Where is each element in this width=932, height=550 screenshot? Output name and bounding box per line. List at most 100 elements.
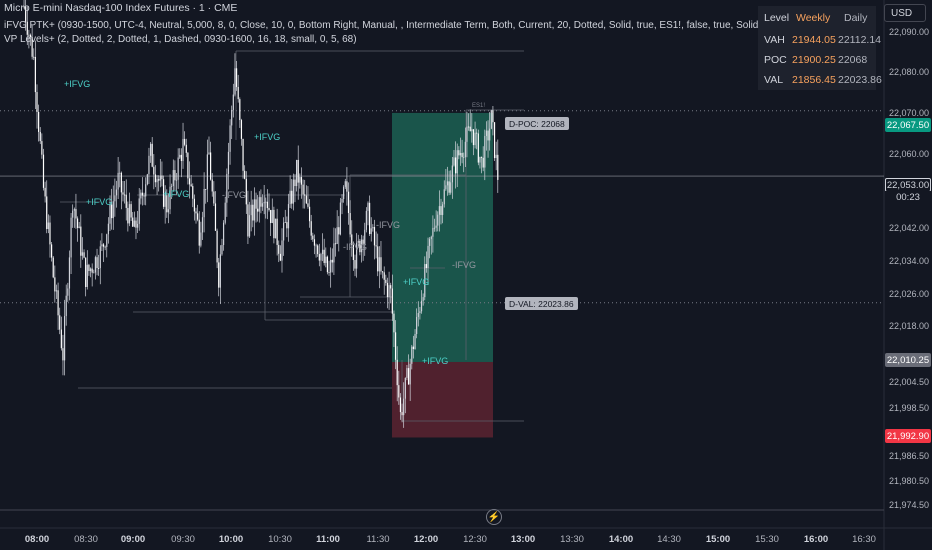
candle-body [411, 346, 413, 364]
y-tick-label: 22,042.00 [889, 223, 930, 233]
candle-body [432, 227, 434, 237]
candle-body [330, 259, 332, 273]
candle-body [195, 211, 197, 214]
candle-body [313, 239, 316, 246]
candle-body [75, 209, 77, 219]
candle-body [338, 227, 340, 235]
candle-body [167, 209, 170, 213]
x-tick-label: 09:30 [171, 534, 195, 545]
x-tick-label: 12:00 [413, 534, 439, 545]
indicator-vp-legend[interactable]: VP Levels+ (2, Dotted, 2, Dotted, 1, Das… [4, 34, 357, 45]
x-tick-label: 11:00 [316, 534, 340, 545]
candle-body [442, 204, 444, 215]
symbol-title[interactable]: Micro E-mini Nasdaq-100 Index Futures · … [4, 2, 238, 14]
ifvg-bear-label: -IFVG [343, 242, 367, 252]
candle-body [386, 282, 389, 298]
candle-body [312, 235, 314, 240]
x-tick-label: 10:30 [268, 534, 292, 545]
candle-body [407, 368, 410, 385]
candle-body [459, 152, 462, 156]
candle-body [143, 195, 145, 197]
candle-body [85, 257, 87, 287]
candle-body [205, 188, 207, 190]
candle-body [70, 217, 72, 258]
x-tick-label: 11:30 [366, 534, 390, 545]
candle-body [193, 198, 195, 212]
x-tick-label: 13:00 [510, 534, 536, 545]
candle-body [78, 226, 80, 228]
vp-level-name: VAL [764, 74, 784, 86]
vp-header-level: Level [764, 12, 790, 24]
candle-body [286, 222, 288, 229]
candle-body [268, 208, 270, 211]
candle-body [305, 195, 307, 204]
candle-body [307, 203, 309, 207]
candle-body [182, 138, 184, 162]
candle-body [51, 244, 53, 258]
candle-body [239, 99, 241, 121]
x-tick-label: 09:00 [120, 534, 146, 545]
candle-body [308, 206, 311, 222]
candle-body [57, 290, 59, 316]
candle-body [443, 189, 445, 205]
candle-body [487, 130, 489, 141]
candle-body [245, 178, 247, 205]
daily-poc-label: D-POC: 22068 [505, 117, 569, 130]
candle-body [135, 220, 137, 228]
currency-selector[interactable]: USD [884, 4, 926, 22]
candle-body [156, 179, 158, 183]
y-tick-label: 21,980.50 [889, 476, 930, 486]
candle-body [41, 141, 43, 155]
candle-body [471, 129, 473, 132]
candle-body [393, 313, 395, 333]
candle-body [224, 202, 226, 223]
vp-level-name: VAH [764, 34, 785, 46]
candle-body [435, 225, 437, 228]
candle-body [479, 156, 481, 163]
candle-body [261, 203, 264, 207]
candle-body [33, 56, 35, 58]
candle-body [154, 174, 157, 183]
candle-body [391, 288, 393, 314]
candle-body [127, 207, 129, 224]
candle-body [394, 332, 397, 360]
candle-body [124, 194, 126, 196]
candle-body [67, 288, 69, 296]
candle-body [102, 244, 105, 247]
candle-body [153, 166, 155, 175]
ifvg-bear-label: -IFVG [376, 220, 400, 230]
candle-body [96, 257, 98, 269]
candle-body [39, 131, 41, 142]
daily-val-label: D-VAL: 22023.86 [505, 297, 578, 310]
clock-alert-icon[interactable]: ⚡ [486, 509, 502, 525]
candle-body [192, 186, 194, 199]
candle-body [445, 185, 447, 190]
y-tick-label: 22,026.00 [889, 289, 930, 299]
candle-body [455, 157, 457, 174]
candle-body [456, 150, 458, 174]
vp-row-vah: VAH 21944.05 22112.14 [758, 30, 881, 50]
candle-body [328, 272, 330, 273]
entry-price-tag: 22,010.25 [885, 353, 931, 367]
candle-body [60, 329, 62, 349]
candle-body [388, 285, 390, 298]
candle-body [367, 202, 369, 211]
candle-body [162, 179, 165, 207]
vp-header-weekly: Weekly [796, 12, 831, 24]
candle-body [128, 204, 131, 224]
candle-body [89, 268, 92, 272]
candle-body [248, 215, 251, 237]
candle-body [73, 209, 75, 211]
candle-body [351, 234, 353, 246]
candle-body [175, 179, 178, 181]
candle-body [446, 181, 449, 186]
candle-body [234, 68, 236, 95]
y-tick-label: 21,998.50 [889, 403, 930, 413]
candle-body [349, 213, 351, 235]
candle-body [213, 191, 215, 204]
candle-body [463, 157, 465, 158]
indicator-ifvg-legend[interactable]: iFVG PTK+ (0930-1500, UTC-4, Neutral, 5,… [4, 20, 762, 31]
candle-body [266, 201, 268, 209]
candle-body [125, 194, 127, 208]
